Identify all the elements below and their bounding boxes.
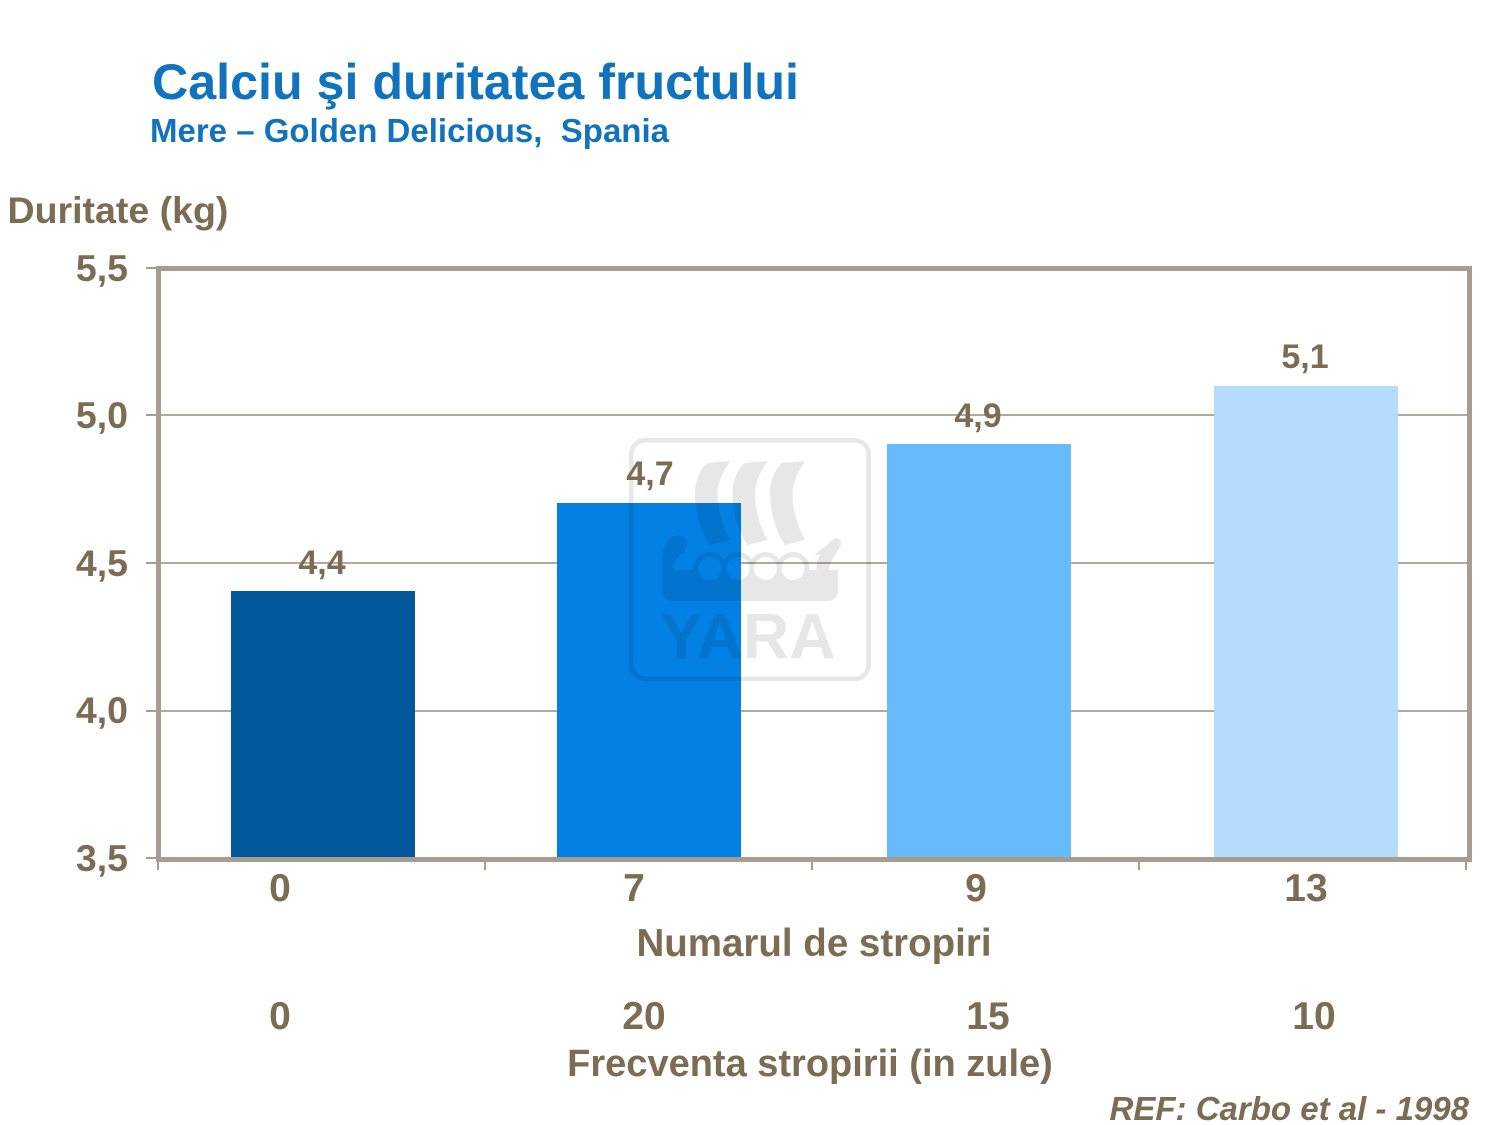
svg-text:YARA: YARA — [660, 601, 835, 673]
